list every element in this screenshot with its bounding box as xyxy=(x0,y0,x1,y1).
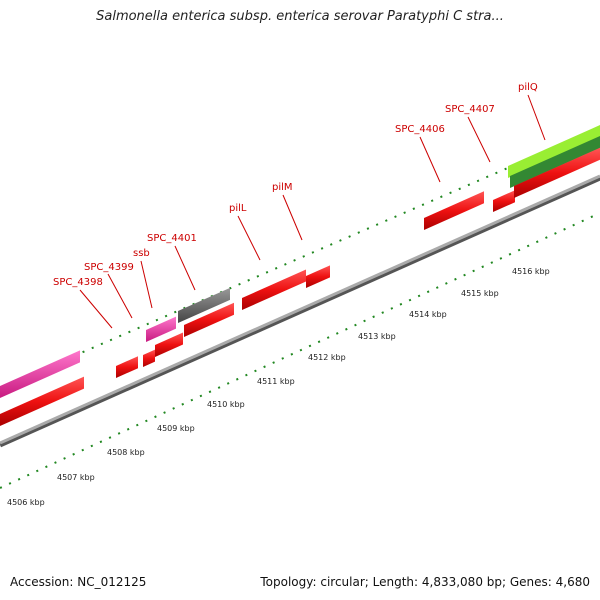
scale-label-4511-kbp: 4511 kbp xyxy=(257,377,295,386)
gene-pilq-dark xyxy=(510,135,600,188)
scale-label-4507-kbp: 4507 kbp xyxy=(57,473,95,482)
gene-label-spc_4399[interactable]: SPC_4399 xyxy=(84,262,134,273)
gene-spc4407 xyxy=(493,190,515,212)
gene-label-spc_4401[interactable]: SPC_4401 xyxy=(147,233,197,244)
gene-pill xyxy=(242,269,306,310)
gene-label-pill[interactable]: pilL xyxy=(229,203,247,214)
map-title: Salmonella enterica subsp. enterica sero… xyxy=(96,9,504,24)
leader-line-spc_4407 xyxy=(467,116,491,163)
gene-spc4401-lower xyxy=(184,302,234,337)
leader-line-pilq xyxy=(527,94,546,141)
scale-label-4515-kbp: 4515 kbp xyxy=(461,289,499,298)
gene-magenta-left xyxy=(0,350,80,398)
scale-label-4509-kbp: 4509 kbp xyxy=(157,424,195,433)
gene-label-pilm[interactable]: pilM xyxy=(272,182,293,193)
gene-spc4406 xyxy=(424,191,484,230)
gene-label-spc_4398[interactable]: SPC_4398 xyxy=(53,277,103,288)
backbone xyxy=(0,174,600,445)
gene-ssb xyxy=(155,332,183,357)
leader-line-spc_4398 xyxy=(79,289,113,329)
scale-label-4512-kbp: 4512 kbp xyxy=(308,353,346,362)
leader-line-pilm xyxy=(282,194,303,241)
gene-red-left xyxy=(0,376,84,426)
backbone-shadow xyxy=(0,175,600,448)
gene-label-spc_4406[interactable]: SPC_4406 xyxy=(395,124,445,135)
leader-line-spc_4399 xyxy=(107,273,133,319)
gene-ssb-upper xyxy=(146,316,176,342)
leader-line-spc_4401 xyxy=(174,245,196,291)
scale-label-4508-kbp: 4508 kbp xyxy=(107,448,145,457)
gene-label-ssb[interactable]: ssb xyxy=(133,248,150,259)
gene-pilq-light xyxy=(508,125,600,178)
leader-line-ssb xyxy=(140,260,153,309)
gene-label-pilq[interactable]: pilQ xyxy=(518,82,538,93)
gene-spc4399 xyxy=(143,349,155,367)
scale-label-4514-kbp: 4514 kbp xyxy=(409,310,447,319)
gene-label-spc_4407[interactable]: SPC_4407 xyxy=(445,104,495,115)
leader-line-pill xyxy=(237,215,261,261)
topology-summary: Topology: circular; Length: 4,833,080 bp… xyxy=(260,575,590,589)
scale-label-4513-kbp: 4513 kbp xyxy=(358,332,396,341)
scale-label-4510-kbp: 4510 kbp xyxy=(207,400,245,409)
gene-red-right xyxy=(514,147,600,198)
scale-label-4506-kbp: 4506 kbp xyxy=(7,498,45,507)
leader-line-spc_4406 xyxy=(419,136,441,183)
scale-label-4516-kbp: 4516 kbp xyxy=(512,267,550,276)
gene-spc4398 xyxy=(116,356,138,378)
gene-spc4401 xyxy=(178,287,230,323)
accession-text: Accession: NC_012125 xyxy=(10,575,147,589)
gene-pilm xyxy=(306,265,330,288)
inner-tick-track xyxy=(0,212,600,489)
